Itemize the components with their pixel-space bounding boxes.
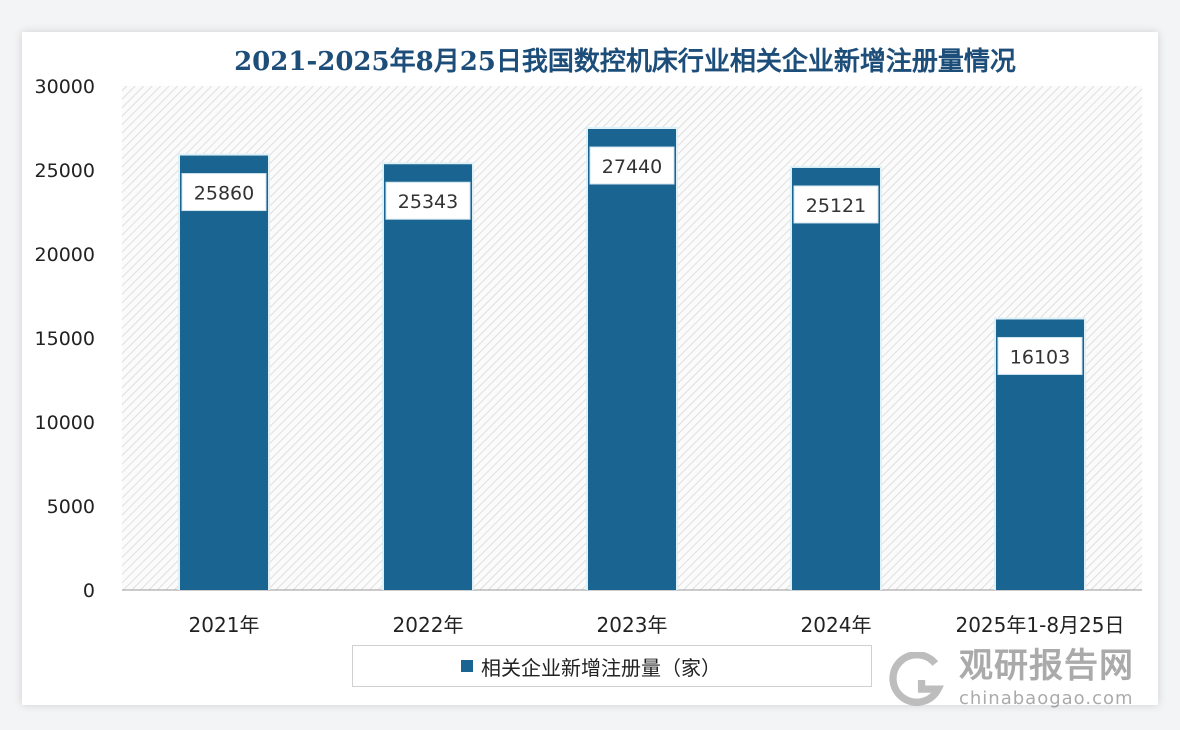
y-tick-label: 30000 <box>35 76 95 98</box>
data-label: 27440 <box>602 156 662 178</box>
x-tick-label: 2024年 <box>801 613 872 637</box>
data-label: 25860 <box>194 183 254 205</box>
x-tick-label: 2021年 <box>189 613 260 637</box>
watermark-en: chinabaogao.com <box>959 688 1134 709</box>
bar <box>588 129 676 590</box>
data-label: 16103 <box>1010 346 1070 368</box>
bar <box>792 167 880 590</box>
legend-swatch <box>461 660 473 672</box>
data-label-box <box>589 146 675 185</box>
legend: 相关企业新增注册量（家） <box>352 645 872 687</box>
legend-label: 相关企业新增注册量（家） <box>481 655 721 680</box>
y-tick-label: 25000 <box>35 160 95 182</box>
x-tick-label: 2025年1-8月25日 <box>955 613 1124 637</box>
data-label-box <box>181 173 267 212</box>
x-tick-label: 2022年 <box>393 613 464 637</box>
y-tick-label: 15000 <box>35 328 95 350</box>
data-label: 25121 <box>806 195 866 217</box>
chart-title: 2021-2025年8月25日我国数控机床行业相关企业新增注册量情况 <box>234 47 1016 77</box>
data-label-box <box>997 336 1083 375</box>
watermark-cn: 观研报告网 <box>959 646 1134 686</box>
data-label-box <box>793 185 879 224</box>
bar <box>180 155 268 590</box>
y-tick-label: 5000 <box>47 496 95 518</box>
y-tick-label: 20000 <box>35 244 95 266</box>
y-tick-label: 0 <box>83 580 95 602</box>
bar <box>384 164 472 590</box>
x-tick-label: 2023年 <box>597 613 668 637</box>
y-tick-label: 10000 <box>35 412 95 434</box>
data-label: 25343 <box>398 191 458 213</box>
data-label-box <box>385 181 471 220</box>
watermark: 观研报告网 chinabaogao.com <box>885 646 1175 730</box>
watermark-logo-icon <box>889 652 944 706</box>
